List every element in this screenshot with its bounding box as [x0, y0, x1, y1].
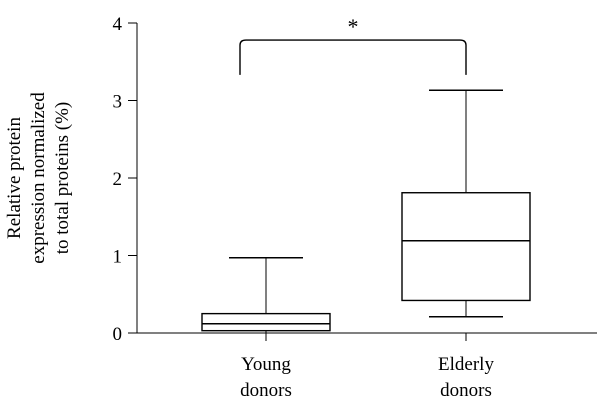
- box-iqr-1: [401, 192, 531, 302]
- y-axis-title-line-2: expression normalized: [28, 92, 49, 264]
- y-axis-title-line-3: to total proteins (%): [52, 102, 73, 255]
- x-category-label-0-line-2: donors: [240, 380, 292, 401]
- axes: 0 1 2 3 4 Young donors Elderly donors: [113, 14, 597, 401]
- y-axis-title-line-1: Relative protein: [4, 117, 25, 239]
- x-category-label-0-line-1: Young: [241, 354, 291, 375]
- box-0: [201, 257, 331, 334]
- box-1: [401, 89, 531, 318]
- significance-star: *: [348, 14, 359, 39]
- x-category-label-1-line-1: Elderly: [438, 354, 494, 375]
- x-category-label-1-line-2: donors: [440, 380, 492, 401]
- y-tick-label-4: 4: [113, 14, 123, 35]
- y-tick-label-2: 2: [113, 169, 123, 190]
- significance-bracket: [239, 39, 467, 75]
- significance-annotation: *: [239, 14, 467, 75]
- y-tick-label-0: 0: [113, 324, 123, 345]
- y-axis-title: Relative protein expression normalized t…: [4, 92, 73, 264]
- boxes: [201, 89, 531, 334]
- box-iqr-0: [201, 312, 331, 332]
- y-tick-label-3: 3: [113, 92, 123, 113]
- y-tick-label-1: 1: [113, 247, 123, 268]
